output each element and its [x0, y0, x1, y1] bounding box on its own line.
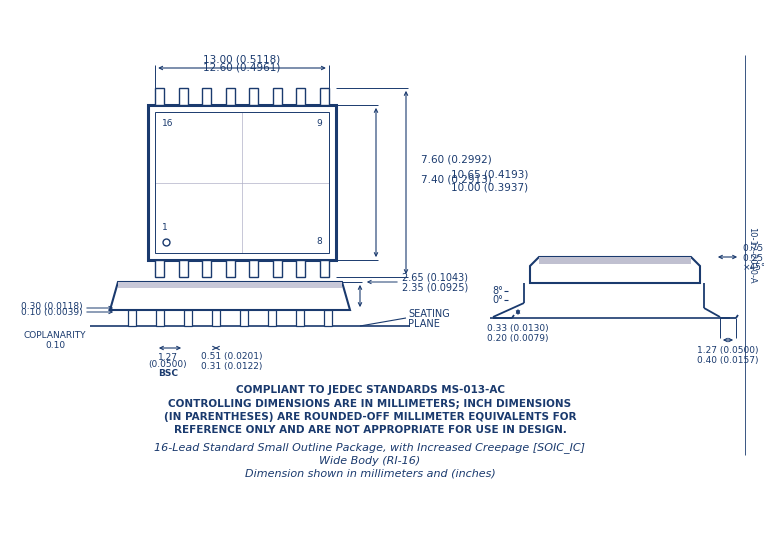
Text: 16-Lead Standard Small Outline Package, with Increased Creepage [SOIC_IC]: 16-Lead Standard Small Outline Package, … [154, 442, 585, 453]
Text: 0.10 (0.0039): 0.10 (0.0039) [21, 309, 83, 317]
Text: 10.65 (0.4193): 10.65 (0.4193) [451, 169, 529, 179]
Bar [296, 310, 304, 326]
Text: (0.0500): (0.0500) [149, 361, 187, 370]
Bar [320, 88, 329, 105]
Text: 13.00 (0.5118): 13.00 (0.5118) [203, 54, 280, 64]
Text: 0.40 (0.0157): 0.40 (0.0157) [698, 356, 759, 365]
Text: 7.40 (0.2913): 7.40 (0.2913) [421, 174, 492, 184]
Text: 1.27: 1.27 [158, 352, 178, 361]
Bar [202, 260, 212, 277]
Bar [249, 260, 258, 277]
Bar [240, 310, 248, 326]
Text: 0.33 (0.0130): 0.33 (0.0130) [487, 324, 549, 332]
Text: COMPLIANT TO JEDEC STANDARDS MS-013-AC: COMPLIANT TO JEDEC STANDARDS MS-013-AC [235, 385, 504, 395]
Bar [225, 88, 235, 105]
Text: 2.35 (0.0925): 2.35 (0.0925) [402, 283, 468, 293]
Text: 0.31 (0.0122): 0.31 (0.0122) [201, 361, 263, 371]
Polygon shape [539, 257, 691, 264]
Text: 0.20 (0.0079): 0.20 (0.0079) [487, 334, 549, 342]
Text: CONTROLLING DIMENSIONS ARE IN MILLIMETERS; INCH DIMENSIONS: CONTROLLING DIMENSIONS ARE IN MILLIMETER… [168, 399, 571, 409]
Polygon shape [530, 257, 700, 283]
Bar [202, 88, 212, 105]
Bar [155, 112, 329, 253]
Bar [249, 88, 258, 105]
Bar [273, 88, 282, 105]
Bar [320, 260, 329, 277]
Text: 10-12-2010-A: 10-12-2010-A [747, 226, 756, 283]
Bar [273, 260, 282, 277]
Text: Dimension shown in millimeters and (inches): Dimension shown in millimeters and (inch… [244, 468, 495, 478]
Text: 0.51 (0.0201): 0.51 (0.0201) [201, 352, 263, 361]
Bar [148, 105, 336, 260]
Text: 1: 1 [162, 223, 168, 232]
Bar [155, 88, 164, 105]
Bar [268, 310, 276, 326]
Text: REFERENCE ONLY AND ARE NOT APPROPRIATE FOR USE IN DESIGN.: REFERENCE ONLY AND ARE NOT APPROPRIATE F… [173, 425, 566, 435]
Bar [179, 88, 188, 105]
Text: SEATING: SEATING [408, 309, 450, 319]
Text: 0.75 (0.0295): 0.75 (0.0295) [743, 245, 764, 254]
Bar [184, 310, 192, 326]
Text: 8°: 8° [492, 286, 503, 296]
Text: 8: 8 [316, 237, 322, 246]
Text: 2.65 (0.1043): 2.65 (0.1043) [402, 272, 468, 282]
Bar [225, 260, 235, 277]
Text: 16: 16 [162, 119, 173, 128]
Text: PLANE: PLANE [408, 319, 440, 329]
Bar [156, 310, 164, 326]
Text: 9: 9 [316, 119, 322, 128]
Polygon shape [118, 282, 342, 288]
Text: 0.30 (0.0118): 0.30 (0.0118) [21, 301, 83, 310]
Polygon shape [110, 282, 350, 310]
Bar [212, 310, 220, 326]
Bar [296, 260, 306, 277]
Text: 0.10: 0.10 [45, 341, 65, 351]
Text: 10.00 (0.3937): 10.00 (0.3937) [451, 183, 528, 193]
Text: 1.27 (0.0500): 1.27 (0.0500) [698, 346, 759, 355]
Text: 0°: 0° [492, 295, 503, 305]
Bar [155, 260, 164, 277]
Bar [296, 88, 306, 105]
Text: Wide Body (RI-16): Wide Body (RI-16) [319, 456, 421, 466]
Text: 12.60 (0.4961): 12.60 (0.4961) [203, 63, 280, 73]
Text: (IN PARENTHESES) ARE ROUNDED-OFF MILLIMETER EQUIVALENTS FOR: (IN PARENTHESES) ARE ROUNDED-OFF MILLIME… [163, 412, 576, 422]
Text: ×45°: ×45° [743, 263, 764, 271]
Text: COPLANARITY: COPLANARITY [24, 331, 86, 341]
Text: BSC: BSC [158, 369, 178, 377]
Bar [128, 310, 136, 326]
Bar [324, 310, 332, 326]
Text: 0.25 (0.0098): 0.25 (0.0098) [743, 254, 764, 263]
Bar [179, 260, 188, 277]
Text: 7.60 (0.2992): 7.60 (0.2992) [421, 154, 492, 164]
